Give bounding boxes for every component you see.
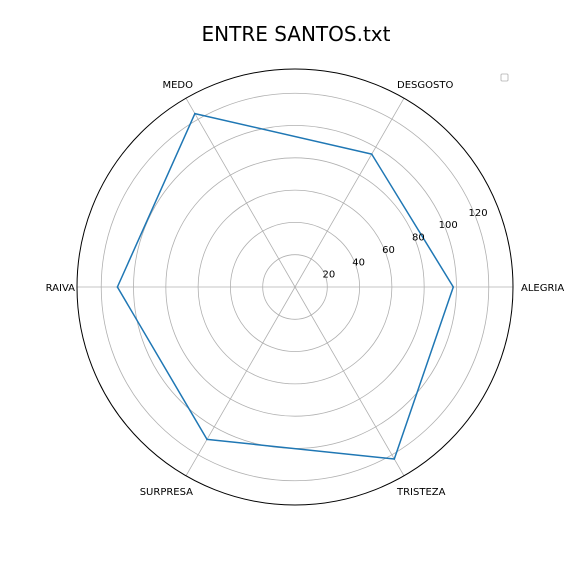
spoke-medo xyxy=(185,98,296,288)
r-tick-label: 60 xyxy=(382,245,395,256)
category-label-surpresa: SURPRESA xyxy=(140,487,193,498)
data-point-surpresa xyxy=(206,438,208,441)
legend-box xyxy=(500,73,509,82)
chart-title: ENTRE SANTOS.txt xyxy=(202,22,391,46)
spoke-surpresa xyxy=(185,286,296,476)
spoke-tristeza xyxy=(294,286,405,476)
r-tick-label: 80 xyxy=(412,233,425,244)
r-tick-label: 20 xyxy=(322,270,335,281)
category-label-desgosto: DESGOSTO xyxy=(397,80,453,91)
series-layer xyxy=(116,112,455,460)
label-layer: 20 40 60 80 100 120 ALEGRIA DESGOSTO MEDO RAIVA SU… xyxy=(46,80,565,498)
data-point-alegria xyxy=(452,286,455,288)
r-tick-label: 120 xyxy=(468,208,487,219)
category-label-raiva: RAIVA xyxy=(46,283,76,294)
spoke-desgosto xyxy=(294,98,405,288)
category-label-medo: MEDO xyxy=(162,80,193,91)
data-point-tristeza xyxy=(393,458,396,460)
data-point-medo xyxy=(194,112,196,115)
category-label-tristeza: TRISTEZA xyxy=(396,487,446,498)
polar-frame xyxy=(76,68,514,506)
r-tick-label: 40 xyxy=(352,257,365,268)
grid-layer xyxy=(76,68,514,506)
r-tick-label: 100 xyxy=(439,220,458,231)
data-point-desgosto xyxy=(370,153,373,155)
data-point-raiva xyxy=(116,286,119,288)
category-label-alegria: ALEGRIA xyxy=(521,283,564,294)
